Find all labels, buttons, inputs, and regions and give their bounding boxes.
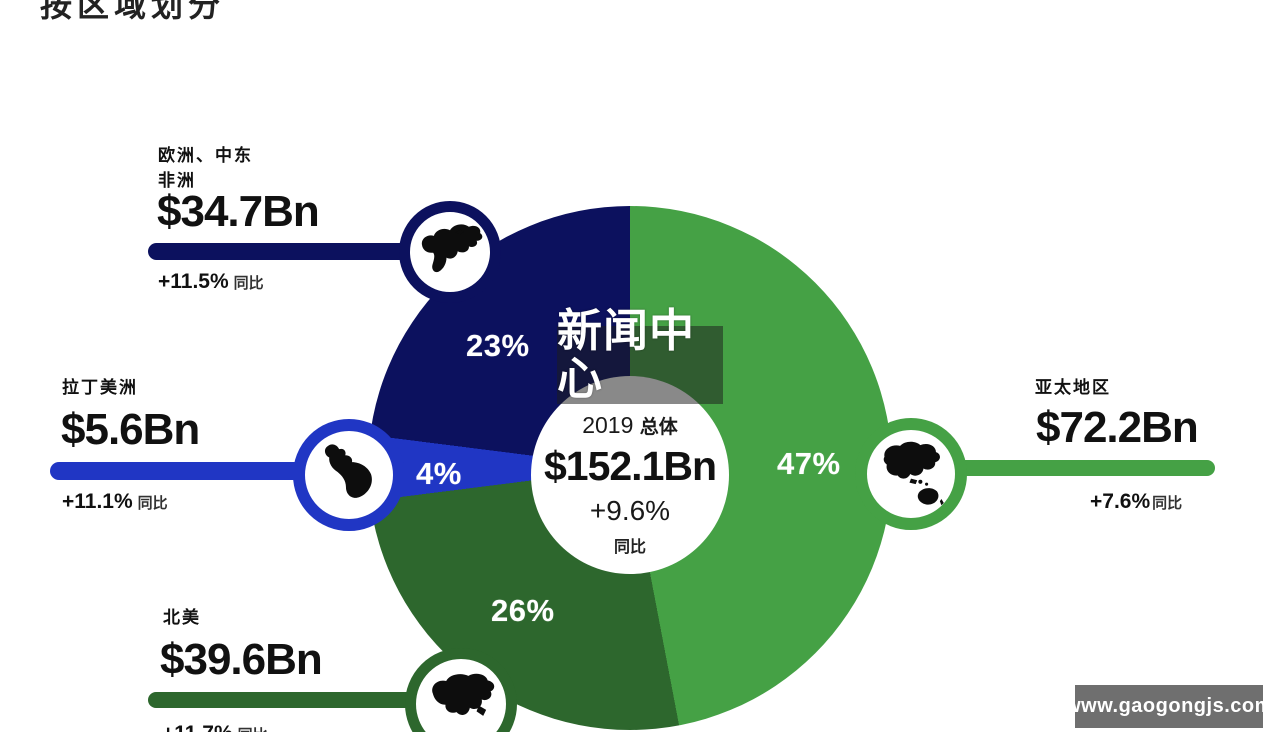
apac-yoy: +7.6% 同比 bbox=[1090, 490, 1183, 513]
wedge-label-north-america: 26% bbox=[491, 593, 555, 628]
emea-yoy: +11.5% 同比 bbox=[158, 270, 264, 293]
watermark-badge: www.gaogongjs.com bbox=[1065, 685, 1272, 728]
latam-region-name: 拉丁美洲 bbox=[62, 378, 138, 398]
latam-yoy: +11.1% 同比 bbox=[62, 490, 168, 513]
emea-region-value: $34.7Bn bbox=[157, 187, 320, 236]
wedge-label-latam: 4% bbox=[416, 456, 462, 491]
latam-icon-circle bbox=[293, 419, 405, 531]
north-america-callout-line bbox=[148, 692, 473, 708]
north-america-region-value: $39.6Bn bbox=[160, 635, 323, 684]
apac-region-name: 亚太地区 bbox=[1035, 378, 1111, 398]
north-america-region-name: 北美 bbox=[163, 608, 201, 628]
chart-center-total: 2019 总体 $152.1Bn +9.6% 同比 bbox=[531, 376, 729, 574]
apac-region-value: $72.2Bn bbox=[1036, 403, 1199, 452]
center-year-line: 2019 总体 bbox=[531, 412, 729, 439]
center-growth-label: 同比 bbox=[613, 537, 646, 556]
center-total-value: $152.1Bn bbox=[543, 443, 717, 489]
emea-icon-circle bbox=[399, 201, 501, 303]
latam-callout-line bbox=[50, 462, 360, 480]
latam-region-value: $5.6Bn bbox=[61, 405, 200, 454]
apac-icon-circle bbox=[855, 418, 967, 530]
north-america-yoy: +11.7%同比 bbox=[162, 722, 268, 732]
center-year-label: 总体 bbox=[639, 416, 678, 438]
emea-map-icon bbox=[421, 224, 483, 273]
apac-map-icon bbox=[883, 441, 944, 506]
center-growth-value: +9.6% bbox=[589, 495, 671, 526]
center-year: 2019 bbox=[582, 412, 634, 438]
emea-region-name: 欧洲、中东 非洲 bbox=[158, 146, 253, 191]
wedge-label-emea: 23% bbox=[466, 328, 530, 363]
emea-callout-line bbox=[148, 243, 460, 260]
latam-map-icon bbox=[324, 444, 372, 498]
north-america-map-icon bbox=[432, 673, 495, 716]
north-america-icon-circle bbox=[405, 648, 517, 732]
apac-callout-line bbox=[910, 460, 1215, 476]
page-title: 按区域划分 bbox=[40, 0, 226, 24]
wedge-label-apac: 47% bbox=[777, 446, 841, 481]
news-center-overlay: 新闻中心 bbox=[557, 306, 723, 404]
